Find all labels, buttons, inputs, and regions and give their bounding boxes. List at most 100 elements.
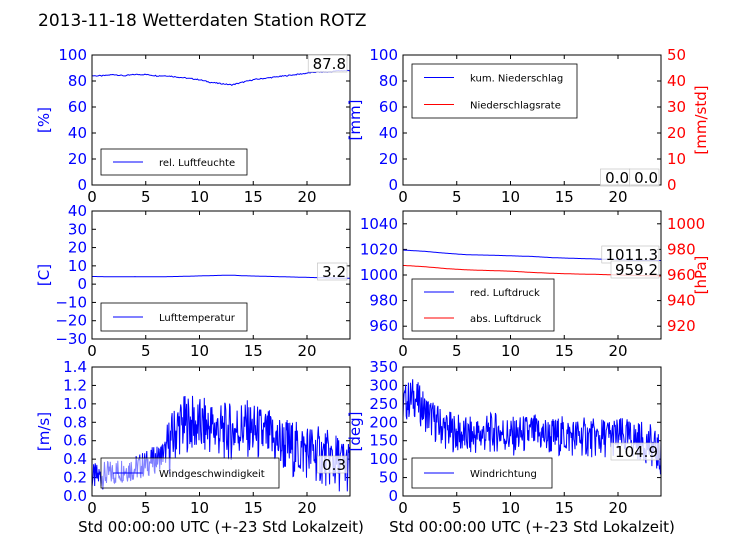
y-tick-label: 80 [379,72,398,90]
last-value-box [610,442,660,461]
plot-frame [402,54,662,186]
x-tick-label: 10 [501,499,520,517]
x-tick-label: 20 [608,188,627,206]
x-tick-label: 0 [398,342,408,360]
y-tick-label: 0.2 [63,469,87,487]
x-tick-label: 0 [87,188,97,206]
chart-panel-4: 0 5 10 15 20 960 980 1000 1020 1040 920 940 960 980 10… [360,210,710,360]
y-tick-label: 40 [68,202,87,220]
y2-tick-label: 1000 [667,215,705,233]
y-tick-label: 0 [77,275,87,293]
x-tick-label: 15 [555,342,574,360]
legend: red. Luftdruck abs. Luftdruck [411,278,555,332]
y-tick-label: 60 [379,98,398,116]
plot-frame [91,54,351,186]
legend: kum. Niederschlag Niederschlagsrate [411,63,578,119]
y-tick-label: 10 [68,257,87,275]
last-value-box [317,262,348,281]
x-tick-label: 5 [452,499,462,517]
chart-panel-5: 0 5 10 15 20 0.00.20.40.60.81.01.21.4 [m/s] Win… [35,358,351,517]
x-tick-label: 0 [87,342,97,360]
chart-panel-2: 0 5 10 15 20 0 20 40 60 80 100 0 10 20 30 40 50 [mm] [mm/s… [346,46,710,206]
x-tick-label: 0 [87,499,97,517]
y-tick-label: 100 [369,46,398,64]
plot-frame [402,366,662,497]
x-axis-label-left: Std 00:00:00 UTC (+-23 Std Lokalzeit) [78,518,364,536]
x-tick-label: 0 [398,499,408,517]
y2-axis-label: [mm/std] [692,85,710,154]
y-axis-label: [m/s] [35,412,53,451]
legend: rel. Luftfeuchte [100,148,248,176]
y2-tick-label: 980 [667,240,696,258]
series-group [92,274,350,279]
series-line-1 [92,69,350,87]
x-tick-label: 5 [452,188,462,206]
x-tick-label: 5 [141,188,151,206]
y-tick-label: 200 [369,413,398,431]
y-axis-label: [deg] [346,412,364,452]
legend-label: kum. Niederschlag [470,74,563,85]
chart-panel-3: 0 5 10 15 20−30−20−10010203040[C]Lufttempera… [35,202,351,360]
x-tick-label: 20 [297,342,316,360]
y-tick-label: −10 [55,293,87,311]
x-tick-label: 10 [190,342,209,360]
y-tick-label: 300 [369,376,398,394]
series-group [92,69,350,87]
last-value-label: 0.0 [605,169,629,187]
y-tick-label: 0.8 [63,413,87,431]
y-tick-label: 1.4 [63,358,87,376]
last-value-label: 3.2 [322,263,346,281]
legend-label: abs. Luftdruck [470,314,541,325]
legend: Windrichtung [411,457,553,489]
chart-panel-6: 0 5 10 15 20050100150200250300350[deg]Windri… [346,358,662,517]
x-tick-label: 15 [555,188,574,206]
y-tick-label: 80 [68,72,87,90]
x-tick-label: 15 [555,499,574,517]
chart-panel-1: 0 5 10 15 20 0 20 40 60 80 100 [%] rel. Luftfeuchte 8… [35,46,351,206]
x-tick-label: 10 [190,188,209,206]
last-value-label: 959.2 [615,261,658,279]
legend-label: rel. Luftfeuchte [159,158,235,169]
y-tick-label: 100 [369,450,398,468]
y2-tick-label: 960 [667,266,696,284]
y-axis-label: [%] [35,107,53,133]
last-value-label: 0.0 [634,169,658,187]
last-value-box [307,54,348,73]
y2-tick-label: 50 [667,46,686,64]
x-tick-label: 10 [501,342,520,360]
y2-axis-label: [hPa] [692,256,710,295]
x-tick-label: 10 [190,499,209,517]
y-tick-label: 150 [369,432,398,450]
last-value-label: 87.8 [313,55,346,73]
last-value-box [629,168,660,187]
plot-frame [402,210,662,340]
x-tick-label: 20 [608,499,627,517]
y-tick-label: 350 [369,358,398,376]
y-tick-label: 40 [68,124,87,142]
y-tick-label: 30 [68,220,87,238]
last-value-label: 1011.3 [606,246,659,264]
last-value-label: 104.9 [615,443,658,461]
y2-tick-label: 10 [667,150,686,168]
y-tick-label: 1040 [360,215,398,233]
x-tick-label: 5 [141,499,151,517]
y2-tick-label: 940 [667,292,696,310]
y-tick-label: 0 [388,176,398,194]
x-tick-label: 20 [297,188,316,206]
y-tick-label: 20 [68,239,87,257]
legend-label: Niederschlagsrate [470,101,561,112]
last-value-box [610,260,660,279]
y-tick-label: 0.6 [63,432,87,450]
x-tick-label: 20 [608,342,627,360]
y-tick-label: 1000 [360,266,398,284]
last-value-box [317,455,348,474]
legend-label: Lufttemperatur [159,313,236,324]
legend-box [411,63,578,119]
y-tick-label: 250 [369,395,398,413]
plot-frame [91,210,351,340]
legend-label: red. Luftdruck [470,288,540,299]
y-tick-label: 1.2 [63,376,87,394]
x-tick-label: 20 [297,499,316,517]
y-tick-label: 20 [68,150,87,168]
